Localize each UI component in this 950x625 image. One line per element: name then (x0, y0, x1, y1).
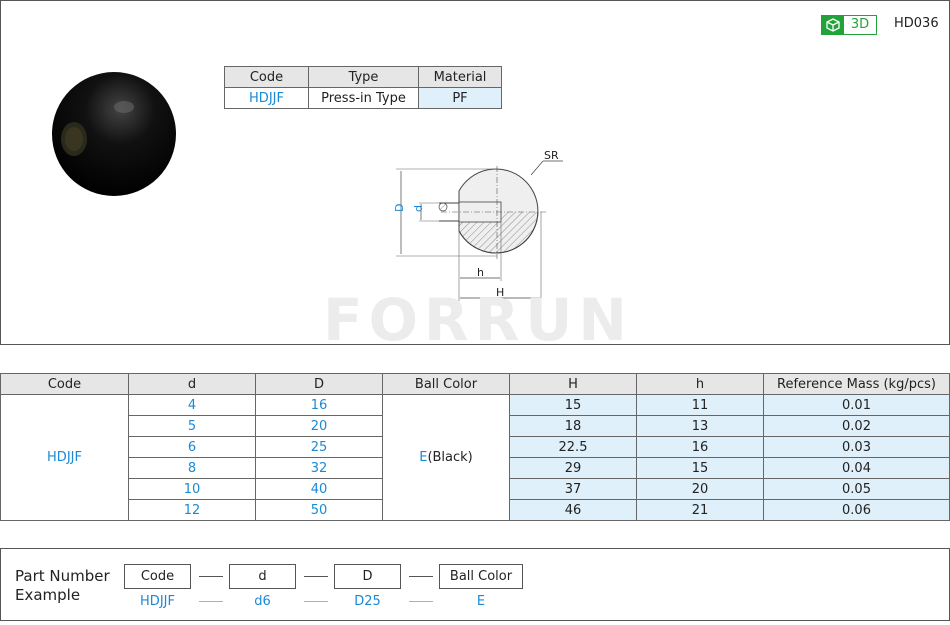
spec-table: Code Type Material HDJJF Press-in Type PF (224, 66, 502, 109)
cell-d: 6 (128, 436, 256, 458)
header-type: Type (308, 66, 419, 88)
product-image (52, 72, 176, 196)
product-panel: 3D HD036 Code Type Material HDJJF Press-in … (0, 0, 950, 354)
cell-d: 12 (128, 499, 256, 521)
label-sr: SR (544, 149, 559, 162)
cell-H: 46 (509, 499, 637, 521)
header-mass: Reference Mass (kg/pcs) (763, 373, 950, 395)
header-code: Code (224, 66, 309, 88)
cell-D: 50 (255, 499, 383, 521)
table-row: 5 20 18 13 0.02 (1, 415, 950, 437)
cell-h: 20 (636, 478, 764, 500)
header-code: Code (0, 373, 129, 395)
pn-value-d: d6 (254, 594, 271, 609)
label-D: D (393, 204, 406, 212)
cell-mass: 0.04 (763, 457, 950, 479)
pn-box-ball-color: Ball Color (439, 564, 523, 589)
table-row: 8 32 29 15 0.04 (1, 457, 950, 479)
cell-d: 10 (128, 478, 256, 500)
product-code: HD036 (894, 16, 939, 31)
cell-h: 21 (636, 499, 764, 521)
cell-D: 16 (255, 394, 383, 416)
cell-h: 16 (636, 436, 764, 458)
3d-button[interactable]: 3D (821, 15, 877, 35)
part-number-example: Part Number Example Code d D Ball Color H… (0, 548, 950, 621)
ball-color-name: (Black) (427, 450, 473, 465)
header-h: h (636, 373, 764, 395)
cell-d: 8 (128, 457, 256, 479)
cube-icon (822, 16, 844, 34)
3d-label: 3D (850, 17, 870, 32)
pn-box-d: d (229, 564, 296, 589)
pn-value-code: HDJJF (140, 594, 175, 609)
cell-h: 11 (636, 394, 764, 416)
cell-mass: 0.05 (763, 478, 950, 500)
ball-color-code: E (419, 450, 428, 465)
header-H: H (509, 373, 637, 395)
cell-ball-color: E(Black) (382, 394, 510, 521)
cell-H: 37 (509, 478, 637, 500)
pn-value-ball-color: E (476, 594, 486, 609)
cell-H: 18 (509, 415, 637, 437)
header-material: Material (418, 66, 502, 88)
header-D: D (255, 373, 383, 395)
header-d: d (128, 373, 256, 395)
cell-H: 15 (509, 394, 637, 416)
cell-D: 20 (255, 415, 383, 437)
spec-material: PF (418, 87, 502, 109)
cell-D: 32 (255, 457, 383, 479)
cell-mass: 0.03 (763, 436, 950, 458)
cell-h: 13 (636, 415, 764, 437)
cell-D: 40 (255, 478, 383, 500)
cell-H: 22.5 (509, 436, 637, 458)
cell-mass: 0.06 (763, 499, 950, 521)
cell-mass: 0.02 (763, 415, 950, 437)
pn-title: Part Number (15, 567, 110, 585)
spec-type: Press-in Type (308, 87, 419, 109)
label-h: h (477, 266, 484, 279)
label-H: H (496, 286, 504, 299)
table-row: 12 50 46 21 0.06 (1, 499, 950, 521)
watermark-logo: FORRUN (323, 286, 633, 354)
cell-H: 29 (509, 457, 637, 479)
technical-drawing: SR D d h H (393, 149, 563, 306)
spec-code: HDJJF (224, 87, 309, 109)
table-row: 10 40 37 20 0.05 (1, 478, 950, 500)
header-ball-color: Ball Color (382, 373, 510, 395)
label-d: d (412, 205, 425, 212)
pn-title-2: Example (15, 586, 81, 604)
row-code: HDJJF (0, 394, 129, 521)
pn-box-code: Code (124, 564, 191, 589)
cell-mass: 0.01 (763, 394, 950, 416)
dimension-table: Code d D Ball Color H h Reference Mass (… (0, 373, 950, 521)
pn-value-D: D25 (354, 594, 381, 609)
cell-d: 4 (128, 394, 256, 416)
pn-box-D: D (334, 564, 401, 589)
cell-D: 25 (255, 436, 383, 458)
cell-d: 5 (128, 415, 256, 437)
cell-h: 15 (636, 457, 764, 479)
table-row: HDJJF 4 16 E(Black) 15 11 0.01 (0, 394, 950, 521)
